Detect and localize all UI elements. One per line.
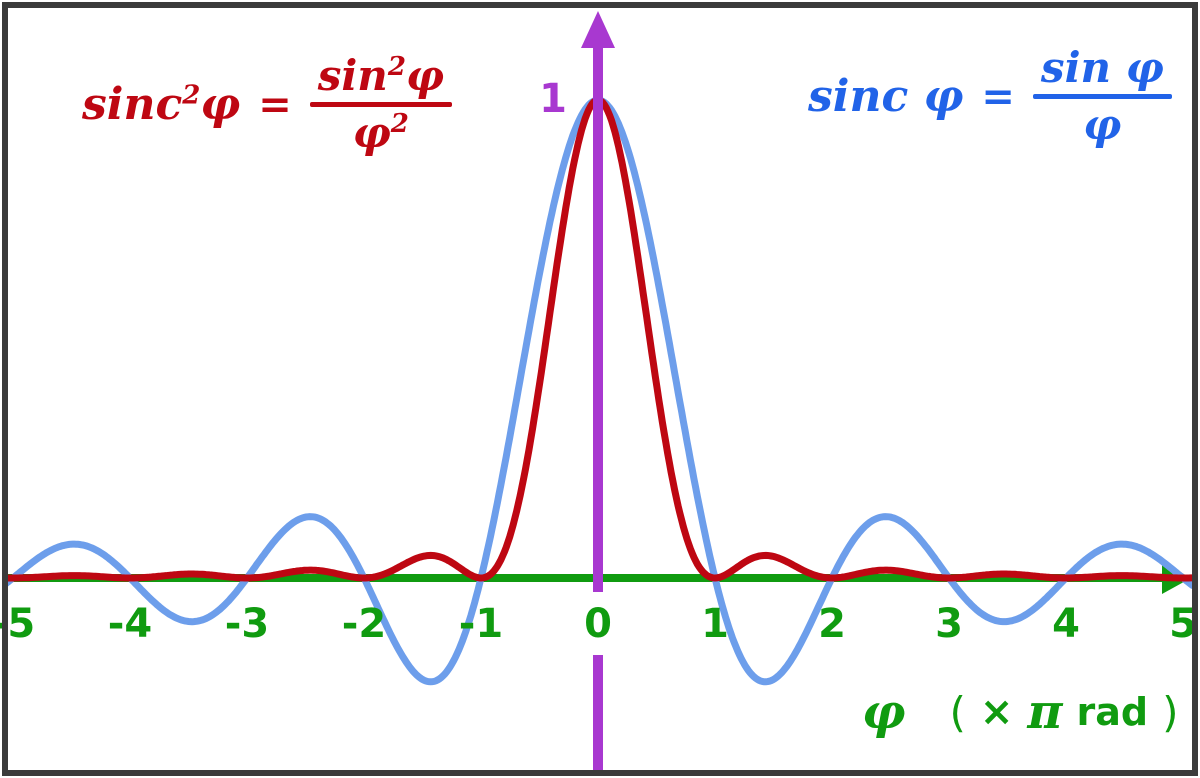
x-tick-label: -1 xyxy=(458,601,504,647)
fraction: sin φ φ xyxy=(1032,43,1172,147)
x-tick-label: 5 xyxy=(1169,601,1197,647)
x-tick-label: -5 xyxy=(0,601,36,647)
equals-sign: = xyxy=(258,81,292,129)
denominator-var: φ xyxy=(352,108,391,158)
formula-sinc-squared: sinc2φ = sin2φ φ2 xyxy=(82,51,452,158)
fraction: sin2φ φ2 xyxy=(309,51,452,158)
right-paren: ) xyxy=(1162,687,1179,737)
x-tick-label: 0 xyxy=(584,601,612,647)
y-axis-arrowhead-icon xyxy=(581,11,615,48)
denominator-exponent: 2 xyxy=(390,109,409,140)
fraction-denominator: φ xyxy=(1075,103,1129,147)
numerator-arg: φ xyxy=(1125,43,1164,92)
x-tick-label: -3 xyxy=(224,601,270,647)
numerator-exponent: 2 xyxy=(387,52,406,82)
x-axis-title: φ ( × π rad ) xyxy=(862,684,1178,740)
func-exponent: 2 xyxy=(182,80,201,111)
x-tick-label: 4 xyxy=(1052,601,1080,647)
x-tick-label: -2 xyxy=(341,601,387,647)
fraction-denominator: φ2 xyxy=(345,108,417,158)
unit-text: rad xyxy=(1076,690,1149,734)
multiply-icon: × xyxy=(979,689,1014,735)
func-arg: φ xyxy=(200,79,241,131)
formula-lhs: sinc2φ xyxy=(82,79,240,130)
equals-sign: = xyxy=(981,73,1015,121)
fraction-numerator: sin φ xyxy=(1033,43,1172,92)
func-name: sinc xyxy=(808,71,924,123)
fraction-bar xyxy=(1032,94,1172,100)
denominator-var: φ xyxy=(1083,100,1122,150)
y-peak-label: 1 xyxy=(539,76,567,122)
numerator-func: sin xyxy=(1040,43,1126,92)
numerator-arg: φ xyxy=(405,51,444,100)
func-arg: φ xyxy=(923,71,964,123)
left-paren: ( xyxy=(949,687,966,737)
numerator-func: sin xyxy=(317,51,388,100)
formula-sinc: sinc φ = sin φ φ xyxy=(808,43,1172,147)
x-tick-label: 3 xyxy=(935,601,963,647)
fraction-bar xyxy=(309,102,452,108)
pi-symbol: π xyxy=(1027,684,1063,740)
x-tick-label: 1 xyxy=(701,601,729,647)
fraction-numerator: sin2φ xyxy=(310,51,452,100)
x-tick-label: -4 xyxy=(107,601,153,647)
x-tick-label: 2 xyxy=(818,601,846,647)
formula-lhs: sinc φ xyxy=(808,71,963,122)
phi-symbol: φ xyxy=(862,684,906,740)
func-name: sinc xyxy=(82,79,183,131)
